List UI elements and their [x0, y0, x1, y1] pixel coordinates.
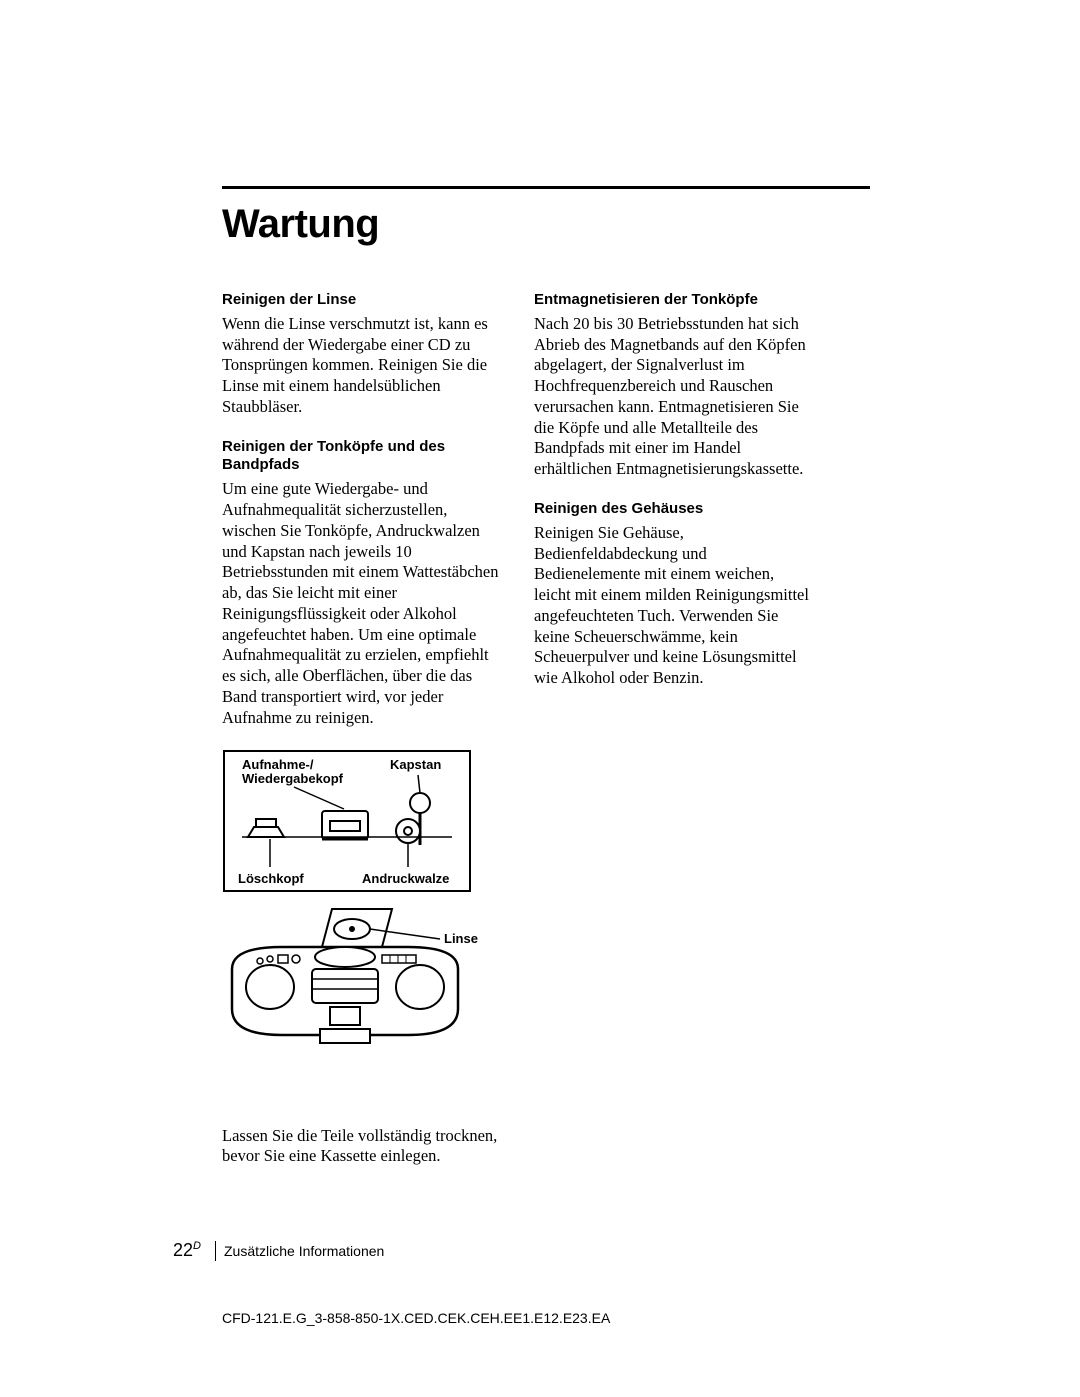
body-dry-parts: Lassen Sie die Teile vollständig trockne…	[222, 1126, 502, 1168]
manual-page: Wartung Reinigen der Linse Wenn die Lins…	[0, 0, 1080, 1397]
page-number-value: 22	[173, 1240, 193, 1260]
body-clean-cabinet: Reinigen Sie Gehäuse, Bedienfeldabdeckun…	[534, 523, 814, 689]
body-clean-lens: Wenn die Linse verschmutzt ist, kann es …	[222, 314, 502, 418]
two-column-layout: Reinigen der Linse Wenn die Linse versch…	[222, 291, 910, 1187]
right-column: Entmagnetisieren der Tonköpfe Nach 20 bi…	[534, 291, 814, 1187]
label-rec-play-head: Aufnahme-/ Wiedergabekopf	[242, 757, 344, 786]
left-column: Reinigen der Linse Wenn die Linse versch…	[222, 291, 502, 1187]
top-rule	[222, 186, 870, 189]
footer-section-name: Zusätzliche Informationen	[215, 1241, 384, 1261]
label-lens: Linse	[444, 931, 478, 946]
label-capstan: Kapstan	[390, 757, 441, 772]
subhead-demagnetize: Entmagnetisieren der Tonköpfe	[534, 291, 814, 310]
document-reference: CFD-121.E.G_3-858-850-1X.CED.CEK.CEH.EE1…	[222, 1310, 610, 1326]
subhead-clean-cabinet: Reinigen des Gehäuses	[534, 500, 814, 519]
body-clean-heads: Um eine gute Wiedergabe- und Aufnahmequa…	[222, 479, 502, 728]
page-number-lang: D	[193, 1240, 201, 1252]
label-pinch-roller: Andruckwalze	[362, 871, 449, 886]
erase-head-icon	[248, 819, 284, 837]
tape-mechanism-diagram: Aufnahme-/ Wiedergabekopf Kapstan	[222, 749, 502, 1114]
subhead-clean-heads: Reinigen der Tonköpfe und des Bandpfads	[222, 438, 502, 476]
page-number: 22D	[173, 1240, 201, 1261]
diagram-svg: Aufnahme-/ Wiedergabekopf Kapstan	[222, 749, 488, 1109]
subhead-clean-lens: Reinigen der Linse	[222, 291, 502, 310]
body-demagnetize: Nach 20 bis 30 Betriebsstunden hat sich …	[534, 314, 814, 480]
rec-play-head-icon	[322, 811, 368, 839]
label-erase-head: Löschkopf	[238, 871, 304, 886]
boombox-icon: Linse	[232, 909, 478, 1043]
page-title: Wartung	[222, 202, 910, 247]
